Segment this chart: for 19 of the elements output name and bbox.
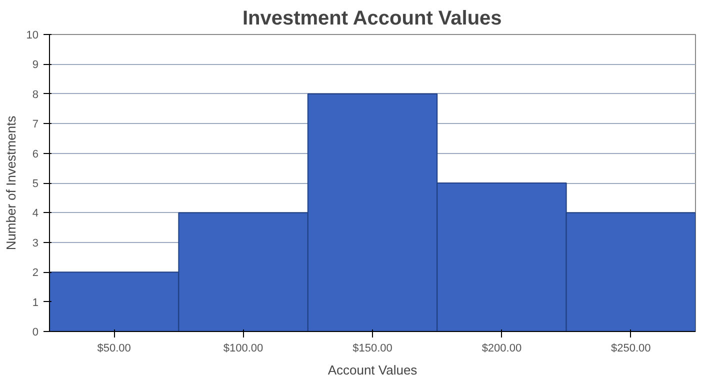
y-tick-label: 7	[32, 118, 39, 131]
y-tick-label: 2	[32, 267, 39, 280]
y-tick-label: 5	[32, 178, 39, 190]
x-tick-label: $150.00	[352, 342, 392, 354]
y-tick-label: 9	[32, 59, 39, 72]
y-tick-label: 1	[32, 296, 39, 309]
chart-title: Investment Account Values	[242, 8, 502, 30]
y-tick-label: 10	[26, 30, 39, 42]
y-tick-label: 8	[32, 88, 39, 101]
y-tick-label: 3	[32, 237, 39, 250]
y-axis-title: Number of Investments	[3, 115, 18, 250]
x-tick-label: $50.00	[97, 342, 131, 354]
y-tick-label: 6	[32, 148, 39, 160]
x-tick-label: $100.00	[223, 342, 264, 354]
x-axis-title: Account Values	[328, 362, 418, 378]
y-tick-label: 0	[32, 326, 39, 338]
y-tick-label: 4	[32, 208, 39, 220]
x-tick-label: $200.00	[482, 342, 522, 354]
x-tick-label: $250.00	[611, 342, 651, 354]
